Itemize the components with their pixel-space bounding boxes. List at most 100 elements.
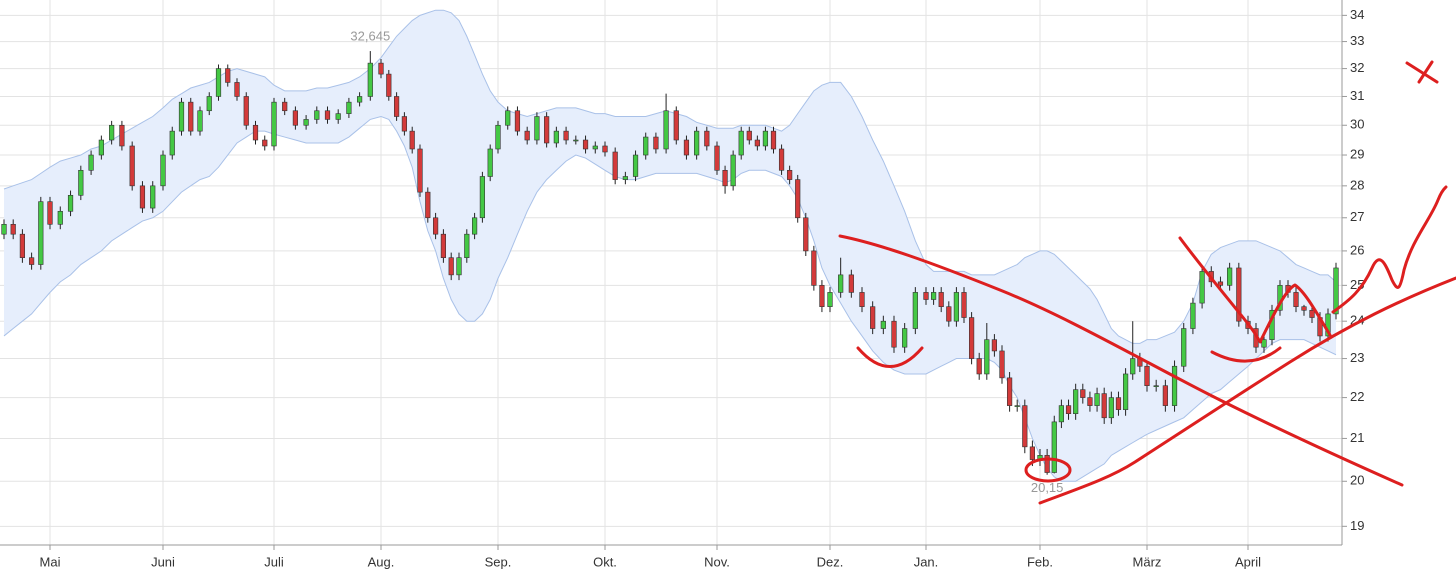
candle-body	[432, 217, 439, 235]
candle-body	[1190, 302, 1196, 329]
candle-body	[19, 233, 26, 258]
candle-body	[1123, 373, 1129, 410]
candle-body	[592, 145, 598, 150]
candle-body	[1115, 397, 1122, 410]
x-tick-label: Nov.	[704, 554, 730, 569]
candle-body	[859, 292, 865, 307]
trend-line-down	[838, 234, 1404, 487]
candle-body	[169, 130, 175, 156]
candle-body	[991, 339, 997, 352]
y-tick-label: 23	[1350, 350, 1364, 365]
candle-body	[1153, 385, 1159, 387]
candle-body	[704, 130, 710, 147]
candles	[1, 51, 1339, 475]
band-lower	[3, 115, 1337, 482]
candle-body	[215, 68, 222, 97]
candle-body	[324, 110, 331, 120]
candle-body	[582, 139, 589, 150]
candle-body	[1087, 397, 1093, 406]
candle-body	[150, 185, 156, 209]
candle-body	[1333, 267, 1339, 315]
grid	[0, 0, 1342, 545]
candle-body	[653, 136, 659, 150]
candle-body	[1261, 339, 1267, 348]
candle-body	[524, 130, 530, 141]
candle-body	[827, 292, 833, 307]
y-tick-label: 31	[1350, 88, 1364, 103]
candle-body	[1051, 421, 1057, 473]
projection-curve	[1331, 185, 1448, 314]
y-tick-label: 21	[1350, 430, 1364, 445]
candle-body	[968, 317, 975, 359]
candle-body	[923, 292, 929, 300]
x-tick-label: Jan.	[914, 554, 939, 569]
candle-body	[47, 201, 53, 225]
candle-body	[902, 328, 908, 348]
candle-body	[206, 96, 212, 112]
candle-body	[495, 124, 501, 150]
annotation: 20,15	[1031, 480, 1064, 495]
x-tick-label: Okt.	[593, 554, 617, 569]
candle-body	[262, 139, 268, 147]
candle-body	[129, 145, 135, 187]
y-tick-label: 27	[1350, 209, 1364, 224]
candle-body	[456, 257, 462, 276]
candle-body	[356, 96, 363, 103]
candle-body	[393, 96, 400, 117]
candle-body	[1101, 393, 1107, 419]
annotation: 32,645	[350, 29, 390, 44]
candle-body	[10, 223, 16, 235]
candle-body	[197, 110, 203, 132]
arc-april	[1210, 346, 1282, 363]
candle-body	[891, 320, 897, 348]
candle-body	[534, 116, 540, 141]
candle-body	[946, 306, 952, 322]
candle-body	[1044, 455, 1050, 473]
candle-body	[378, 62, 384, 75]
candle-body	[1065, 405, 1072, 415]
candle-body	[1301, 306, 1307, 311]
candle-body	[730, 154, 736, 187]
y-tick-label: 19	[1350, 518, 1364, 533]
candle-body	[38, 201, 44, 265]
candle-body	[160, 154, 166, 187]
candle-body	[778, 148, 785, 171]
candle-body	[1022, 405, 1028, 448]
candle-body	[787, 169, 793, 180]
candle-body	[738, 130, 744, 156]
candle-body	[1217, 281, 1224, 286]
candle-body	[346, 101, 352, 114]
x-tick-label: Juni	[151, 554, 175, 569]
candle-body	[409, 130, 415, 150]
candle-body	[88, 154, 94, 171]
candle-body	[722, 169, 728, 187]
band-fill	[4, 10, 1336, 482]
circle-low	[1024, 457, 1072, 483]
candle-body	[602, 145, 608, 153]
candle-body	[819, 285, 825, 307]
candle-body	[663, 110, 669, 150]
candle-body	[487, 148, 493, 177]
candle-body	[622, 176, 628, 180]
candle-body	[440, 233, 447, 258]
candle-body	[573, 139, 579, 142]
candle-body	[225, 68, 231, 83]
candle-body	[505, 110, 511, 126]
candle-body	[367, 62, 373, 97]
candle-body	[271, 101, 277, 147]
candle-body	[1108, 397, 1114, 419]
candle-body	[1094, 393, 1100, 406]
candle-body	[770, 130, 777, 150]
candle-body	[811, 250, 817, 286]
candle-body	[67, 194, 74, 212]
x-tick-label: Mai	[40, 554, 61, 569]
candle-body	[243, 96, 249, 126]
candle-body	[762, 130, 769, 147]
y-tick-label: 30	[1350, 117, 1364, 132]
candle-body	[303, 119, 309, 126]
candle-body	[838, 274, 844, 293]
candle-body	[1171, 365, 1178, 406]
candle-body	[1, 223, 7, 235]
x-tick-label: April	[1235, 554, 1261, 569]
